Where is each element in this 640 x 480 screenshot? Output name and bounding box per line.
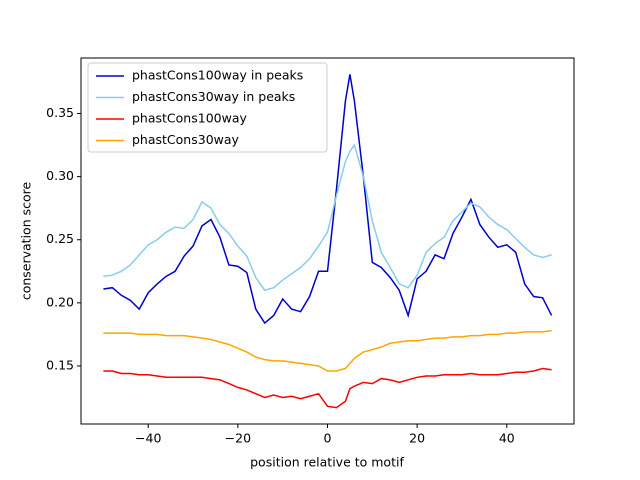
line-series [103,367,552,409]
y-tick-label: 0.25 [46,231,74,246]
legend-label: phastCons100way in peaks [132,68,303,83]
x-axis-label: position relative to motif [250,455,404,470]
x-tick-label: −40 [135,431,161,446]
y-tick-label: 0.20 [46,294,74,309]
legend-label: phastCons100way [132,111,247,126]
line-series [103,74,553,325]
x-tick-label: 40 [499,431,515,446]
line-series [103,329,552,372]
legend-label: phastCons30way in peaks [132,89,295,104]
legend-box [87,62,328,153]
y-tick-label: 0.35 [46,105,74,120]
x-tick-label: 0 [324,431,332,446]
legend-label: phastCons30way [132,132,240,147]
y-axis-label: conservation score [19,182,34,301]
line-series [103,143,552,292]
x-tick-label: 20 [409,431,425,446]
y-tick-label: 0.30 [46,168,74,183]
x-tick-label: −20 [225,431,251,446]
y-tick-label: 0.15 [46,357,74,372]
